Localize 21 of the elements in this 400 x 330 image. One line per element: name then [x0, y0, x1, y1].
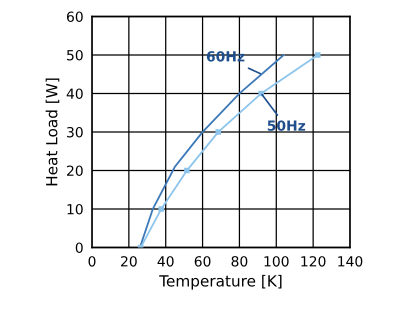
y-tick-label: 0	[76, 242, 83, 253]
x-tick-label: 0	[88, 256, 96, 267]
x-tick-label: 20	[121, 256, 137, 267]
x-axis-title: Temperature [K]	[159, 274, 282, 290]
x-tick-label: 80	[232, 256, 248, 267]
x-tick-label: 140	[338, 256, 362, 267]
x-tick-label: 100	[264, 256, 289, 267]
x-tick-label: 120	[301, 256, 326, 267]
y-tick-label: 10	[68, 204, 83, 214]
point	[184, 168, 190, 174]
y-tick-label: 50	[67, 50, 83, 60]
point	[215, 129, 222, 135]
x-tick-label: 40	[158, 256, 174, 267]
y-tick-label: 40	[66, 88, 83, 99]
y-tick-label: 20	[67, 165, 83, 176]
y-tick-label: 30	[67, 126, 83, 138]
x-tick-label: 60	[194, 256, 210, 267]
y-axis-title: Heat Load [W]	[46, 78, 60, 186]
point	[158, 206, 164, 212]
y-tick-label: 60	[66, 11, 83, 22]
point	[314, 52, 321, 58]
